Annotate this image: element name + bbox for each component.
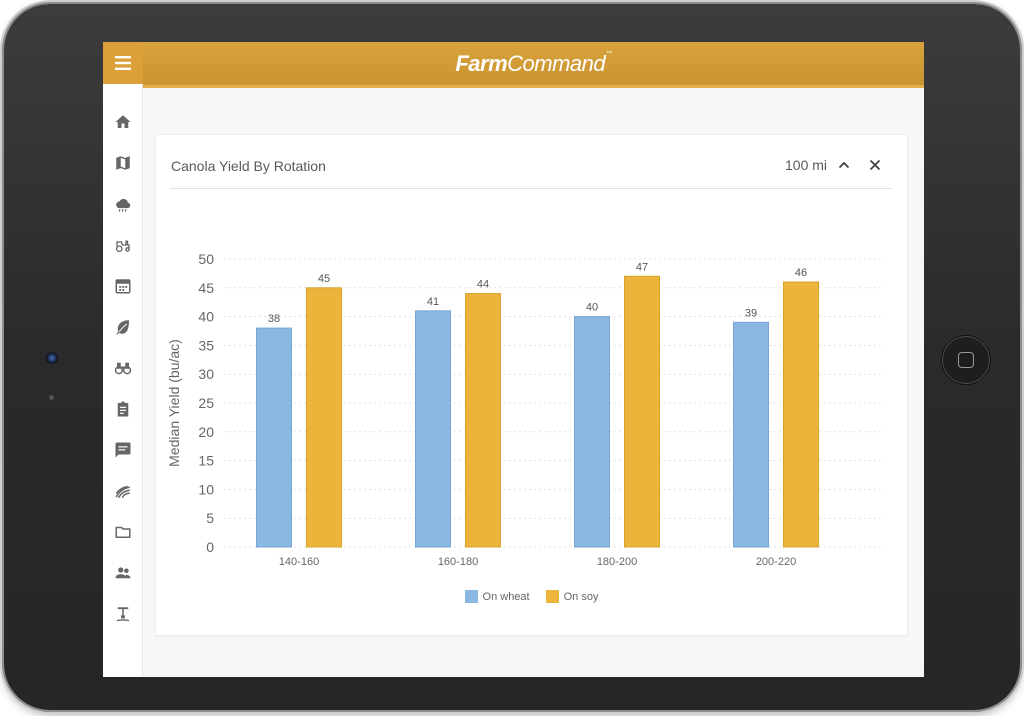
sidebar-item-fields[interactable] bbox=[112, 480, 134, 502]
sidebar-item-weather[interactable] bbox=[112, 193, 134, 215]
app-screen: FarmCommand™ bbox=[103, 42, 924, 677]
sidebar-item-scouting[interactable] bbox=[112, 357, 134, 379]
home-button[interactable] bbox=[942, 336, 990, 384]
y-tick-label: 5 bbox=[206, 510, 214, 526]
card-title: Canola Yield By Rotation bbox=[171, 158, 326, 174]
crop-leaf-icon bbox=[116, 320, 129, 335]
data-label: 45 bbox=[318, 273, 330, 285]
weather-icon bbox=[116, 198, 131, 212]
sidebar-item-files[interactable] bbox=[112, 521, 134, 543]
data-label: 41 bbox=[427, 296, 439, 308]
brand-logo: FarmCommand™ bbox=[455, 50, 612, 76]
sidebar-item-tasks[interactable] bbox=[112, 398, 134, 420]
data-label: 39 bbox=[745, 307, 757, 319]
people-icon bbox=[115, 567, 131, 579]
chart-card: Canola Yield By Rotation 100 mi 0 5 10 15 20… bbox=[156, 135, 907, 635]
data-label: 40 bbox=[586, 302, 598, 314]
legend-label: On soy bbox=[563, 590, 599, 603]
legend-swatch bbox=[545, 590, 559, 603]
legend-item-on-soy[interactable]: On soy bbox=[545, 590, 599, 603]
calendar-icon bbox=[115, 279, 131, 294]
range-selector[interactable]: 100 mi bbox=[785, 157, 828, 173]
data-label: 47 bbox=[636, 261, 648, 273]
y-axis-label: Median Yield (bu/ac) bbox=[166, 339, 182, 467]
folder-icon bbox=[115, 526, 131, 538]
y-tick-label: 0 bbox=[206, 539, 214, 555]
y-tick-label: 20 bbox=[198, 424, 214, 440]
home-square-icon bbox=[958, 352, 974, 368]
bar-on-wheat bbox=[256, 327, 292, 548]
bar-on-soy bbox=[306, 287, 342, 548]
sidebar-item-home[interactable] bbox=[112, 111, 134, 133]
y-tick-label: 10 bbox=[198, 481, 214, 497]
data-label: 46 bbox=[795, 267, 807, 279]
bar-on-soy bbox=[783, 281, 819, 548]
bar-on-wheat bbox=[415, 310, 451, 548]
x-tick-label: 160-180 bbox=[438, 556, 478, 568]
data-label: 38 bbox=[268, 313, 280, 325]
clipboard-icon bbox=[117, 401, 129, 417]
sprayer-icon bbox=[116, 607, 130, 622]
legend-label: On wheat bbox=[482, 590, 530, 603]
sidebar-item-crops[interactable] bbox=[112, 316, 134, 338]
sidebar-item-people[interactable] bbox=[112, 562, 134, 584]
menu-button[interactable] bbox=[103, 42, 143, 84]
bar-on-wheat bbox=[574, 316, 610, 548]
bar-chart: 0 5 10 15 20 25 30 35 40 45 50 Median Yield (bu/ac)… bbox=[166, 251, 882, 568]
bar-on-soy bbox=[465, 293, 501, 548]
app-header: FarmCommand™ bbox=[143, 42, 924, 88]
bar-on-soy bbox=[624, 275, 660, 548]
binoculars-icon bbox=[114, 362, 132, 375]
legend-item-on-wheat[interactable]: On wheat bbox=[464, 590, 530, 603]
sidebar-item-map[interactable] bbox=[112, 152, 134, 174]
y-tick-label: 30 bbox=[198, 366, 214, 382]
y-tick-label: 50 bbox=[198, 251, 214, 267]
sensor-dot bbox=[49, 395, 54, 400]
sidebar-item-equipment[interactable] bbox=[112, 234, 134, 256]
hamburger-icon bbox=[115, 56, 131, 70]
chevron-up-icon[interactable] bbox=[836, 157, 852, 173]
map-icon bbox=[116, 156, 130, 170]
chart-legend: On wheat On soy bbox=[156, 590, 907, 603]
sidebar-item-messages[interactable] bbox=[112, 439, 134, 461]
camera-icon bbox=[46, 352, 58, 364]
y-tick-label: 15 bbox=[198, 453, 214, 469]
x-tick-label: 180-200 bbox=[597, 556, 637, 568]
home-icon bbox=[115, 115, 131, 128]
field-icon bbox=[115, 485, 130, 499]
close-icon[interactable] bbox=[867, 157, 883, 173]
y-tick-label: 45 bbox=[198, 280, 214, 296]
message-icon bbox=[115, 442, 131, 458]
legend-swatch bbox=[464, 590, 478, 603]
tractor-icon bbox=[115, 240, 130, 253]
y-tick-label: 40 bbox=[198, 309, 214, 325]
sidebar-item-calendar[interactable] bbox=[112, 275, 134, 297]
x-tick-label: 140-160 bbox=[279, 556, 319, 568]
sidebar bbox=[103, 84, 143, 677]
y-tick-label: 35 bbox=[198, 337, 214, 353]
data-label: 44 bbox=[477, 279, 489, 291]
sidebar-item-applications[interactable] bbox=[112, 603, 134, 625]
card-divider bbox=[170, 188, 892, 189]
bar-on-wheat bbox=[733, 321, 769, 548]
y-tick-label: 25 bbox=[198, 395, 214, 411]
x-tick-label: 200-220 bbox=[756, 556, 796, 568]
